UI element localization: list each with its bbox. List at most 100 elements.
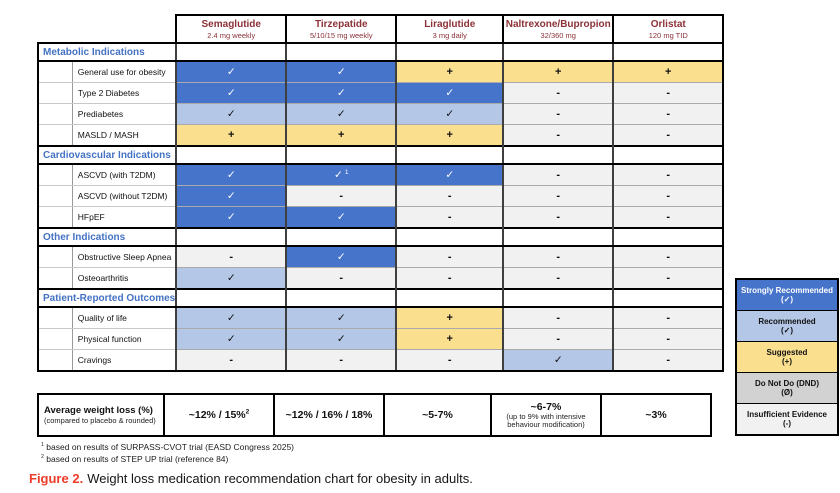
rating-glyph-sr: ✓ <box>334 169 343 181</box>
rating-glyph-ie: - <box>666 354 671 366</box>
legend-item-label: Suggested <box>766 347 808 357</box>
rating-glyph-sr: ✓ <box>336 87 346 99</box>
row-label: Osteoarthritis <box>71 267 177 290</box>
table-row-ascvd-without-t2dm: ASCVD (without T2DM) ✓ - - - - <box>36 185 725 207</box>
rating-cell-s: + <box>395 124 504 147</box>
rating-glyph-ie: - <box>666 211 671 223</box>
column-header-name: Tirzepatide <box>314 18 368 30</box>
row-label: Prediabetes <box>71 103 177 125</box>
row-label: MASLD / MASH <box>71 124 177 147</box>
rating-cell-r: ✓ <box>175 328 287 350</box>
legend-item-label: Recommended <box>758 316 816 326</box>
legend-item-symbol: (✓) <box>780 326 794 335</box>
rating-cell-ie: - <box>612 185 725 207</box>
column-header-name: Orlistat <box>650 18 686 30</box>
section-row-patient-reported-outcomes: Patient-Reported Outcomes <box>36 288 725 308</box>
rating-cell-r: ✓ <box>395 103 504 125</box>
figure-caption: Figure 2. Weight loss medication recommen… <box>29 471 473 486</box>
section-header-patient-reported-outcomes: Patient-Reported Outcomes <box>36 288 177 308</box>
rating-glyph-ie: - <box>447 354 452 366</box>
rating-glyph-sr: ✓ <box>336 211 346 223</box>
row-indent <box>36 163 73 186</box>
footnote-1: 1 based on results of SURPASS-CVOT trial… <box>41 442 295 452</box>
section-spacer-cell <box>502 145 614 165</box>
rating-glyph-ie: - <box>666 169 671 181</box>
average-weight-loss-body: Average weight loss (%) (compared to plac… <box>37 393 712 437</box>
rating-cell-ie: - <box>612 328 725 350</box>
row-label: Quality of life <box>71 306 177 329</box>
legend-item-symbol: (-) <box>783 419 791 428</box>
rating-cell-ie: - <box>502 245 614 268</box>
rating-cell-ie: - <box>612 103 725 125</box>
rating-cell-sr: ✓ <box>395 163 504 186</box>
rating-glyph-ie: - <box>339 190 344 202</box>
average-weight-loss-title: Average weight loss (%) <box>44 405 153 416</box>
rating-cell-ie: - <box>502 306 614 329</box>
rating-glyph-s: + <box>228 129 235 141</box>
table-row-general-use-for-obesity: General use for obesity ✓ ✓ + + + <box>36 60 725 83</box>
rating-cell-ie: - <box>395 245 504 268</box>
table-row-physical-function: Physical function ✓ ✓ + - - <box>36 328 725 350</box>
table-row-cravings: Cravings - - - ✓ - <box>36 349 725 372</box>
rating-glyph-s: + <box>665 66 672 78</box>
rating-glyph-sr: ✓ <box>226 211 236 223</box>
row-indent <box>36 206 73 229</box>
rating-cell-sr: ✓ <box>285 206 397 229</box>
row-indent <box>36 103 73 125</box>
row-label: Cravings <box>71 349 177 372</box>
legend-item-insufficient-evidence: Insufficient Evidence (-) <box>737 403 837 434</box>
section-row-cardiovascular-indications: Cardiovascular Indications <box>36 145 725 165</box>
column-header-dose: 120 mg TID <box>648 30 688 40</box>
rating-cell-ie: - <box>502 328 614 350</box>
rating-cell-ie: - <box>175 245 287 268</box>
rating-glyph-ie: - <box>556 190 561 202</box>
rating-glyph-ie: - <box>447 251 452 263</box>
average-value-note: (up to 9% with intensive behaviour modif… <box>506 411 586 429</box>
rating-glyph-ie: - <box>556 211 561 223</box>
rating-glyph-sr: ✓ <box>336 66 346 78</box>
table-header: Semaglutide 2.4 mg weekly Tirzepatide 5/10/… <box>38 14 725 44</box>
rating-cell-s: + <box>395 60 504 83</box>
rating-cell-ie: - <box>395 267 504 290</box>
row-label: ASCVD (with T2DM) <box>71 163 177 186</box>
column-header-orlistat: Orlistat 120 mg TID <box>612 14 725 44</box>
rating-cell-ie: - <box>612 267 725 290</box>
footnote-2: 2 based on results of STEP UP trial (ref… <box>41 453 229 464</box>
rating-glyph-r: ✓ <box>445 108 455 120</box>
rating-glyph-ie: - <box>556 87 561 99</box>
rating-cell-ie: - <box>502 185 614 207</box>
rating-cell-r: ✓ <box>285 103 397 125</box>
recommendation-table: Semaglutide 2.4 mg weekly Tirzepatide 5/10/… <box>36 14 725 372</box>
rating-cell-sr: ✓ <box>285 60 397 83</box>
rating-glyph-s: + <box>446 312 453 324</box>
average-value-text: ~3% <box>645 409 667 421</box>
average-weight-loss-value-tirzepatide: ~12% / 16% / 18% <box>273 393 385 437</box>
column-header-liraglutide: Liraglutide 3 mg daily <box>395 14 505 44</box>
row-label: Type 2 Diabetes <box>71 82 177 104</box>
row-indent <box>36 124 73 147</box>
rating-glyph-sr: ✓ <box>336 251 346 263</box>
legend-item-symbol: (+) <box>782 357 792 366</box>
rating-cell-ie: - <box>612 306 725 329</box>
column-header-dose: 2.4 mg weekly <box>207 30 256 40</box>
rating-cell-ie: - <box>395 185 504 207</box>
rating-cell-ie: - <box>612 82 725 104</box>
section-spacer-cell <box>612 227 725 247</box>
section-spacer-cell <box>502 288 614 308</box>
rating-cell-r: ✓ <box>285 306 397 329</box>
rating-glyph-r: ✓ <box>226 312 236 324</box>
rating-glyph-ie: - <box>666 129 671 141</box>
average-weight-loss-value-orlistat: ~3% <box>600 393 712 437</box>
rating-cell-sr: ✓ <box>175 185 287 207</box>
column-header-naltrexone-bupropion: Naltrexone/Bupropion 32/360 mg <box>502 14 615 44</box>
legend: Strongly Recommended (✓) Recommended (✓) Sug… <box>735 278 839 436</box>
section-spacer-cell <box>612 145 725 165</box>
rating-glyph-ie: - <box>339 354 344 366</box>
rating-glyph-ie: - <box>556 169 561 181</box>
average-weight-loss-value-liraglutide: ~5-7% <box>383 393 492 437</box>
section-spacer-cell <box>175 42 287 62</box>
rating-cell-s: + <box>285 124 397 147</box>
section-spacer-cell <box>502 42 614 62</box>
rating-cell-r: ✓ <box>502 349 614 372</box>
rating-glyph-sr: ✓ <box>226 169 236 181</box>
